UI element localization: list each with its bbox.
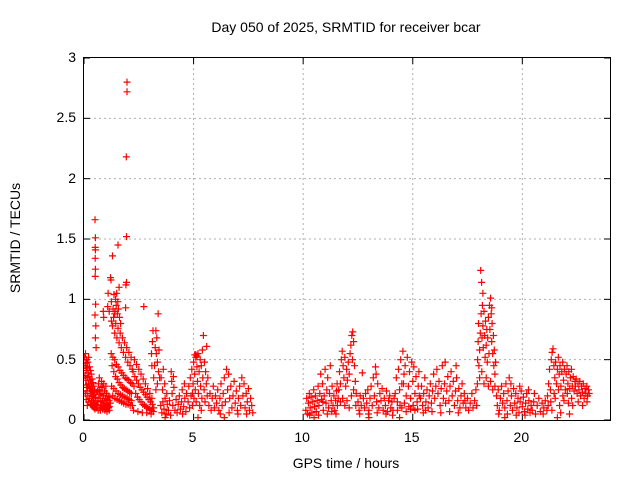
y-tick-label: 1 [68,290,76,307]
x-tick-label: 5 [188,429,197,445]
chart-title: Day 050 of 2025, SRMTID for receiver bca… [211,19,481,35]
x-tick-label: 15 [403,429,420,445]
y-tick-label: 0.5 [56,350,76,367]
x-tick-label: 0 [79,429,87,445]
y-tick-label: 3 [68,49,76,65]
x-axis-label: GPS time / hours [292,455,400,471]
plot-area [83,57,611,421]
y-tick-label: 2.5 [56,109,76,126]
scatter-points [84,78,593,420]
y-tick-label: 1.5 [56,230,76,246]
scatter-plot-svg [84,58,610,420]
y-tick-label: 2 [68,169,76,186]
x-tick-label: 10 [294,429,310,445]
y-tick-label: 0 [68,411,76,427]
x-tick-label: 20 [513,429,530,445]
